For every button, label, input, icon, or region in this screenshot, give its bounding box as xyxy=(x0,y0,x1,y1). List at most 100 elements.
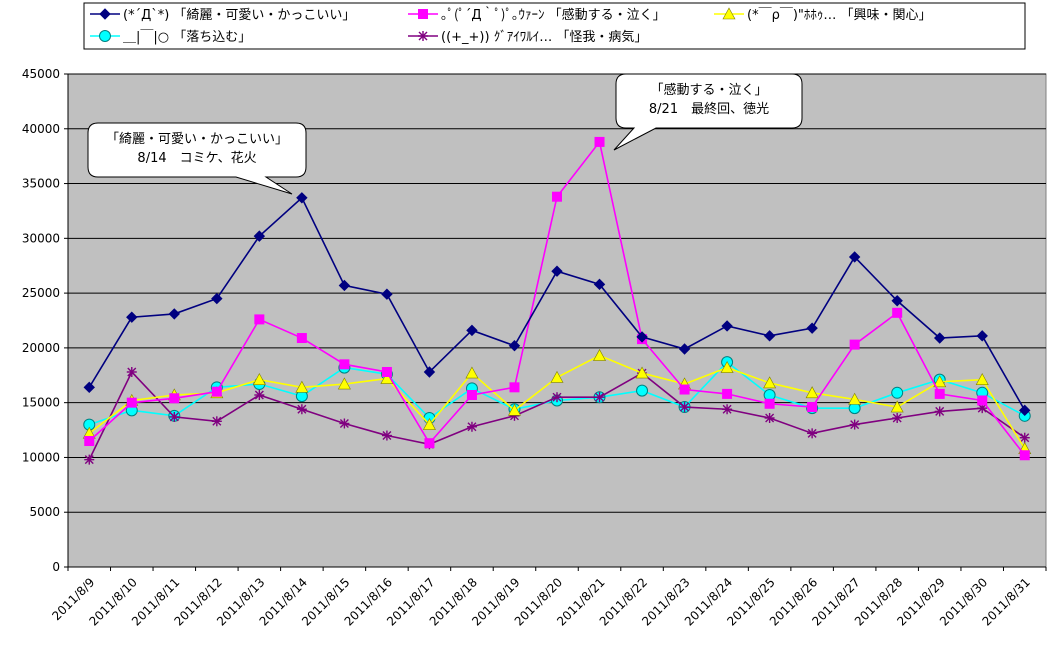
legend-label: (*´Д`*) 「綺麗・可愛い・かっこいい」 xyxy=(123,7,355,23)
data-point xyxy=(211,292,223,305)
data-point xyxy=(551,265,563,277)
marker-stroke xyxy=(418,31,428,41)
data-point xyxy=(1019,450,1030,461)
x-axis: 2011/8/92011/8/102011/8/112011/8/122011/… xyxy=(49,566,1047,629)
data-point xyxy=(977,395,988,406)
data-point xyxy=(509,382,520,393)
callout-text: 「綺麗・可愛い・かっこいい」 xyxy=(106,131,288,147)
y-tick-label: 0 xyxy=(52,560,60,574)
legend-box xyxy=(83,2,1026,50)
data-point xyxy=(933,332,946,344)
data-point xyxy=(722,388,733,399)
data-point xyxy=(254,314,265,325)
marker-stroke xyxy=(850,420,860,430)
marker-stroke xyxy=(892,413,902,423)
data-point xyxy=(934,406,945,417)
data-point xyxy=(296,192,308,204)
marker-stroke xyxy=(297,404,307,414)
legend-entry: ((+_+)) ｸﾞｱｲﾜﾙｲ… 「怪我・病気」 xyxy=(408,29,647,45)
data-point xyxy=(337,377,351,390)
data-point xyxy=(764,413,775,424)
callout-bubble xyxy=(87,122,307,195)
data-point xyxy=(763,330,776,342)
legend-marker xyxy=(418,31,428,41)
data-point xyxy=(892,413,903,424)
callout-bubble xyxy=(613,73,803,151)
data-point xyxy=(84,436,95,447)
legend-entry: (*´Д`*) 「綺麗・可愛い・かっこいい」 xyxy=(90,7,355,23)
data-point xyxy=(381,430,392,441)
data-point xyxy=(169,411,180,422)
callout-text: 8/21 最終回、徳光 xyxy=(649,101,769,117)
data-point xyxy=(849,419,860,430)
marker-stroke xyxy=(84,455,94,465)
legend-entry: ｡ﾟ(ﾟ´Д｀ﾟ)ﾟ｡ｳｧｰﾝ 「感動する・泣く」 xyxy=(408,6,666,23)
data-point xyxy=(977,403,988,414)
data-point xyxy=(339,359,350,370)
data-point xyxy=(806,322,818,334)
data-point xyxy=(594,392,605,403)
data-point xyxy=(933,375,947,388)
callout: 「綺麗・可愛い・かっこいい」 8/14 コミケ、花火 xyxy=(87,122,307,195)
data-point xyxy=(339,418,350,429)
data-point xyxy=(296,333,307,344)
data-point xyxy=(296,404,307,415)
data-point xyxy=(211,416,222,427)
data-point xyxy=(891,386,904,399)
data-point xyxy=(975,373,989,385)
data-point xyxy=(1019,404,1031,417)
data-point xyxy=(507,403,521,416)
data-point xyxy=(764,398,775,409)
data-point xyxy=(295,380,309,393)
y-tick-label: 35000 xyxy=(22,177,60,191)
data-point xyxy=(679,384,690,395)
data-point xyxy=(381,366,392,377)
data-point xyxy=(466,324,478,337)
y-tick-label: 15000 xyxy=(22,396,60,410)
y-axis: 0 5000 10000 15000 20000 25000 30000 35000 40000… xyxy=(22,67,69,574)
marker-stroke xyxy=(680,402,690,412)
data-point xyxy=(891,295,903,307)
legend-entry: (*￣ρ￣)"ﾎﾎｩ… 「興味・関心」 xyxy=(714,7,932,23)
data-point xyxy=(934,388,945,399)
marker-stroke xyxy=(595,392,605,402)
data-point xyxy=(83,381,95,394)
marker-stroke xyxy=(552,392,562,402)
legend-label: ＿|￣|○ 「落ち込む」 xyxy=(123,30,251,45)
data-point xyxy=(892,307,903,318)
data-point xyxy=(252,373,266,385)
y-tick-label: 30000 xyxy=(22,231,60,245)
series-1 xyxy=(84,136,1030,461)
data-point xyxy=(381,288,393,300)
marker-stroke xyxy=(127,367,137,377)
y-tick-label: 20000 xyxy=(22,341,60,355)
data-point xyxy=(550,370,564,383)
marker-stroke xyxy=(807,428,817,438)
data-point xyxy=(552,191,562,202)
data-point xyxy=(720,360,734,373)
legend-marker xyxy=(99,30,111,42)
legend-marker xyxy=(722,7,736,20)
data-point xyxy=(890,400,904,413)
legend-entry: ＿|￣|○ 「落ち込む」 xyxy=(90,30,251,45)
series-layer xyxy=(82,136,1032,465)
data-point xyxy=(211,386,222,397)
legend-marker xyxy=(418,9,428,19)
legend-marker xyxy=(99,8,111,20)
data-point xyxy=(466,421,477,432)
legend-label: (*￣ρ￣)"ﾎﾎｩ… 「興味・関心」 xyxy=(747,8,932,23)
marker-stroke xyxy=(1020,433,1030,443)
marker-stroke xyxy=(977,403,987,413)
data-point xyxy=(721,320,733,332)
callout-text: 「感動する・泣く」 xyxy=(650,82,767,98)
data-point xyxy=(169,393,180,404)
marker-stroke xyxy=(169,412,179,422)
y-tick-label: 25000 xyxy=(22,286,60,300)
y-tick-label: 10000 xyxy=(22,450,60,464)
data-point xyxy=(678,343,691,355)
data-point xyxy=(679,402,690,413)
callout: 「感動する・泣く」 8/21 最終回、徳光 xyxy=(613,73,803,151)
data-point xyxy=(805,386,819,399)
data-point xyxy=(84,454,95,465)
data-point xyxy=(593,348,607,361)
